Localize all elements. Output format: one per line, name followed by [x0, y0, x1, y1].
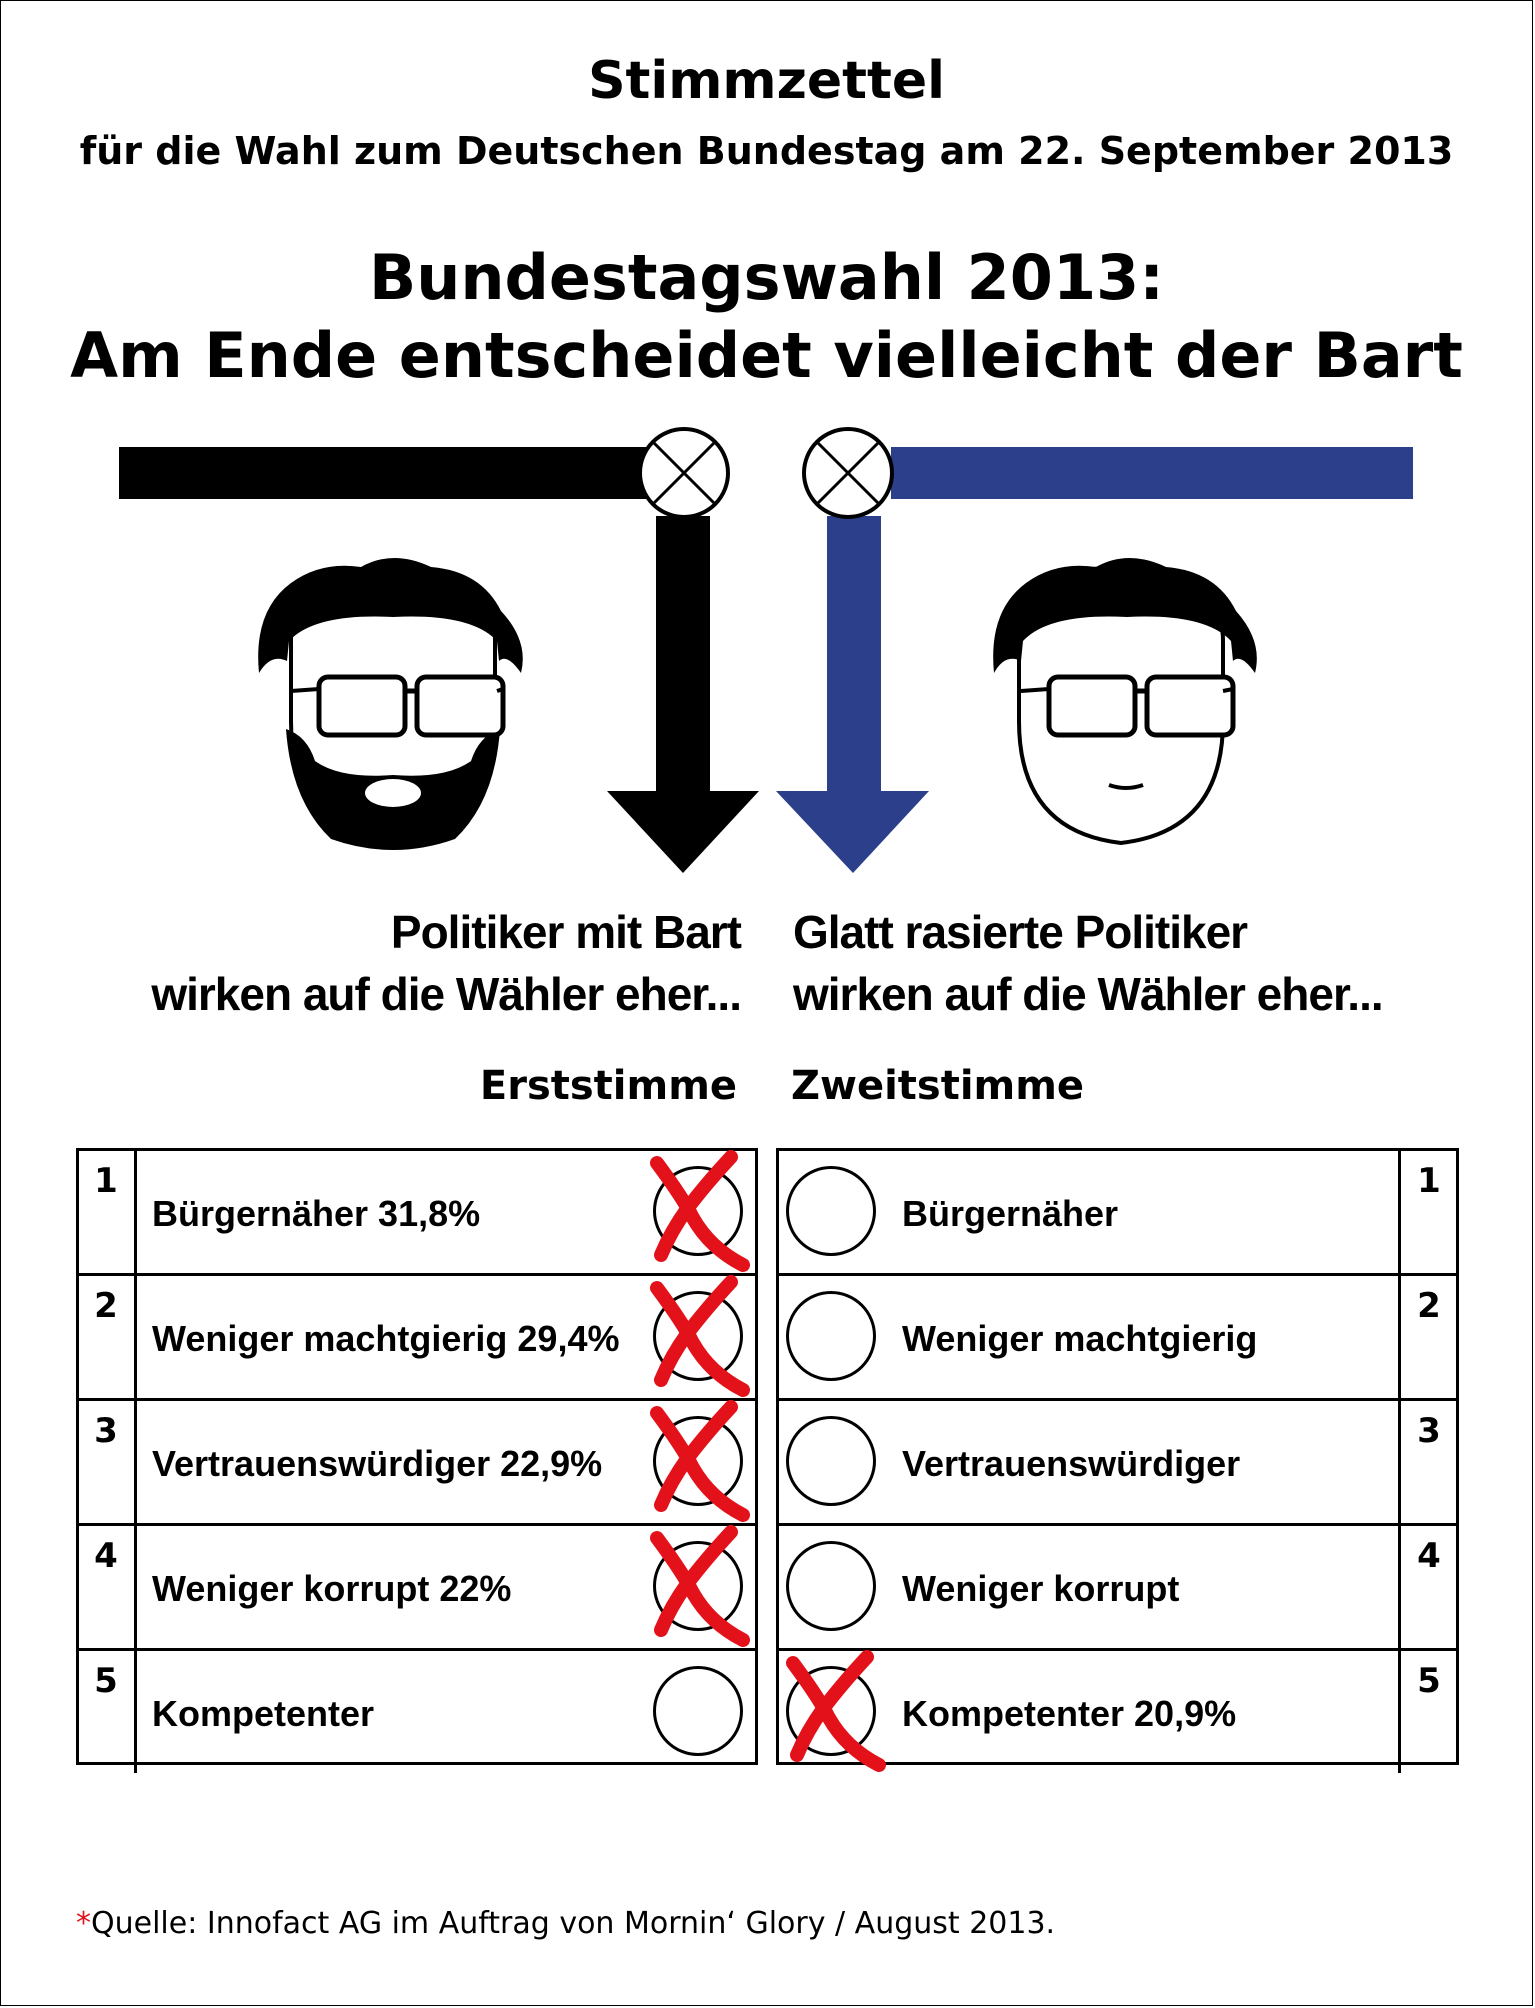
option-label: Bürgernäher — [902, 1193, 1119, 1234]
vote-checkbox[interactable] — [786, 1291, 876, 1381]
row-divider — [1398, 1401, 1401, 1523]
ballot-row: 4 Weniger korrupt 22% — [79, 1525, 755, 1651]
row-divider — [134, 1401, 137, 1523]
vote-checkbox[interactable] — [786, 1416, 876, 1506]
option-label: Weniger machtgierig 29,4% — [152, 1318, 620, 1359]
vote-checkbox[interactable] — [653, 1541, 743, 1631]
red-x-mark-icon — [650, 1275, 750, 1397]
caption-shaved-line2: wirken auf die Wähler eher... — [793, 968, 1384, 1020]
option-label: Vertrauenswürdiger 22,9% — [152, 1443, 603, 1484]
black-arrow — [119, 447, 759, 873]
vote-checkbox[interactable] — [653, 1291, 743, 1381]
second-vote-header: Zweitstimme — [791, 1063, 1085, 1109]
option-label: Weniger korrupt 22% — [152, 1568, 512, 1609]
footnote-star: * — [76, 1906, 91, 1941]
shaved-politician-icon — [993, 558, 1257, 846]
row-number: 2 — [1417, 1286, 1441, 1326]
row-divider — [134, 1151, 137, 1273]
red-x-mark-icon — [786, 1650, 886, 1772]
ballot-row: 3 Vertrauenswürdiger 22,9% — [79, 1400, 755, 1526]
vote-checkbox[interactable] — [653, 1166, 743, 1256]
row-number: 2 — [94, 1286, 118, 1326]
option-label: Bürgernäher 31,8% — [152, 1193, 481, 1234]
ballot-row: 3 Vertrauenswürdiger — [779, 1401, 1456, 1526]
option-label: Kompetenter — [152, 1693, 375, 1734]
caption-shaved-line1: Glatt rasierte Politiker — [793, 906, 1248, 958]
crossed-circle-icon — [638, 427, 730, 519]
red-x-mark-icon — [650, 1150, 750, 1272]
ballot-row: 2 Weniger machtgierig — [779, 1276, 1456, 1401]
page-title: Stimmzettel — [588, 51, 945, 111]
red-x-mark-icon — [650, 1400, 750, 1522]
arrow-graphic — [119, 427, 1413, 873]
vote-checkbox[interactable] — [786, 1541, 876, 1631]
footnote-text: Quelle: Innofact AG im Auftrag von Morni… — [91, 1906, 1056, 1941]
vote-checkbox[interactable] — [786, 1666, 876, 1756]
caption-bearded-line1: Politiker mit Bart — [390, 906, 742, 958]
option-label: Kompetenter 20,9% — [902, 1693, 1237, 1734]
vote-checkbox[interactable] — [786, 1166, 876, 1256]
option-label: Vertrauenswürdiger — [902, 1443, 1241, 1484]
ballot-row: 1 Bürgernäher — [779, 1151, 1456, 1276]
ballot-second-vote: 1 Bürgernäher 2 Weniger machtgierig 3 Vertrau… — [776, 1148, 1459, 1773]
ballot-row: 4 Weniger korrupt — [779, 1526, 1456, 1651]
vote-checkbox[interactable] — [653, 1666, 743, 1756]
row-number: 1 — [94, 1161, 118, 1201]
row-divider — [1398, 1276, 1401, 1398]
row-number: 4 — [1417, 1536, 1441, 1576]
row-number: 5 — [94, 1661, 118, 1701]
row-divider — [1398, 1526, 1401, 1648]
crossed-circle-icon — [802, 427, 894, 519]
option-label: Weniger korrupt — [902, 1568, 1180, 1609]
row-divider — [1398, 1651, 1401, 1773]
ballot-row: 1 Bürgernäher 31,8% — [79, 1150, 755, 1276]
bearded-politician-icon — [258, 558, 523, 850]
ballot-row: 2 Weniger machtgierig 29,4% — [79, 1275, 755, 1401]
row-number: 1 — [1417, 1161, 1441, 1201]
first-vote-header: Erststimme — [479, 1063, 737, 1109]
row-number: 5 — [1417, 1661, 1441, 1701]
row-number: 4 — [94, 1536, 118, 1576]
page-subtitle: für die Wahl zum Deutschen Bundestag am … — [79, 129, 1454, 173]
red-x-mark-icon — [650, 1525, 750, 1647]
vote-checkbox[interactable] — [653, 1416, 743, 1506]
headline-line1: Bundestagswahl 2013: — [368, 241, 1165, 314]
ballot-row: 5 Kompetenter 20,9% — [779, 1650, 1456, 1773]
caption-bearded: Politiker mit Bart wirken auf die Wähler… — [101, 901, 742, 1025]
option-label: Weniger machtgierig — [902, 1318, 1258, 1359]
blue-arrow — [776, 447, 1413, 873]
headline-line2: Am Ende entscheidet vielleicht der Bart — [70, 319, 1463, 392]
row-divider — [134, 1276, 137, 1398]
row-divider — [134, 1526, 137, 1648]
row-number: 3 — [1417, 1411, 1441, 1451]
caption-shaved: Glatt rasierte Politiker wirken auf die … — [793, 901, 1433, 1025]
ballot-row: 5 Kompetenter — [79, 1651, 755, 1773]
source-footnote: *Quelle: Innofact AG im Auftrag von Morn… — [76, 1906, 1055, 1941]
row-divider — [134, 1651, 137, 1773]
ballot-first-vote: 1 Bürgernäher 31,8% 2 Weniger machtgierig 2… — [76, 1148, 758, 1773]
caption-bearded-line2: wirken auf die Wähler eher... — [151, 968, 742, 1020]
headline: Bundestagswahl 2013: Am Ende entscheidet… — [1, 239, 1532, 395]
row-divider — [1398, 1151, 1401, 1273]
row-number: 3 — [94, 1411, 118, 1451]
